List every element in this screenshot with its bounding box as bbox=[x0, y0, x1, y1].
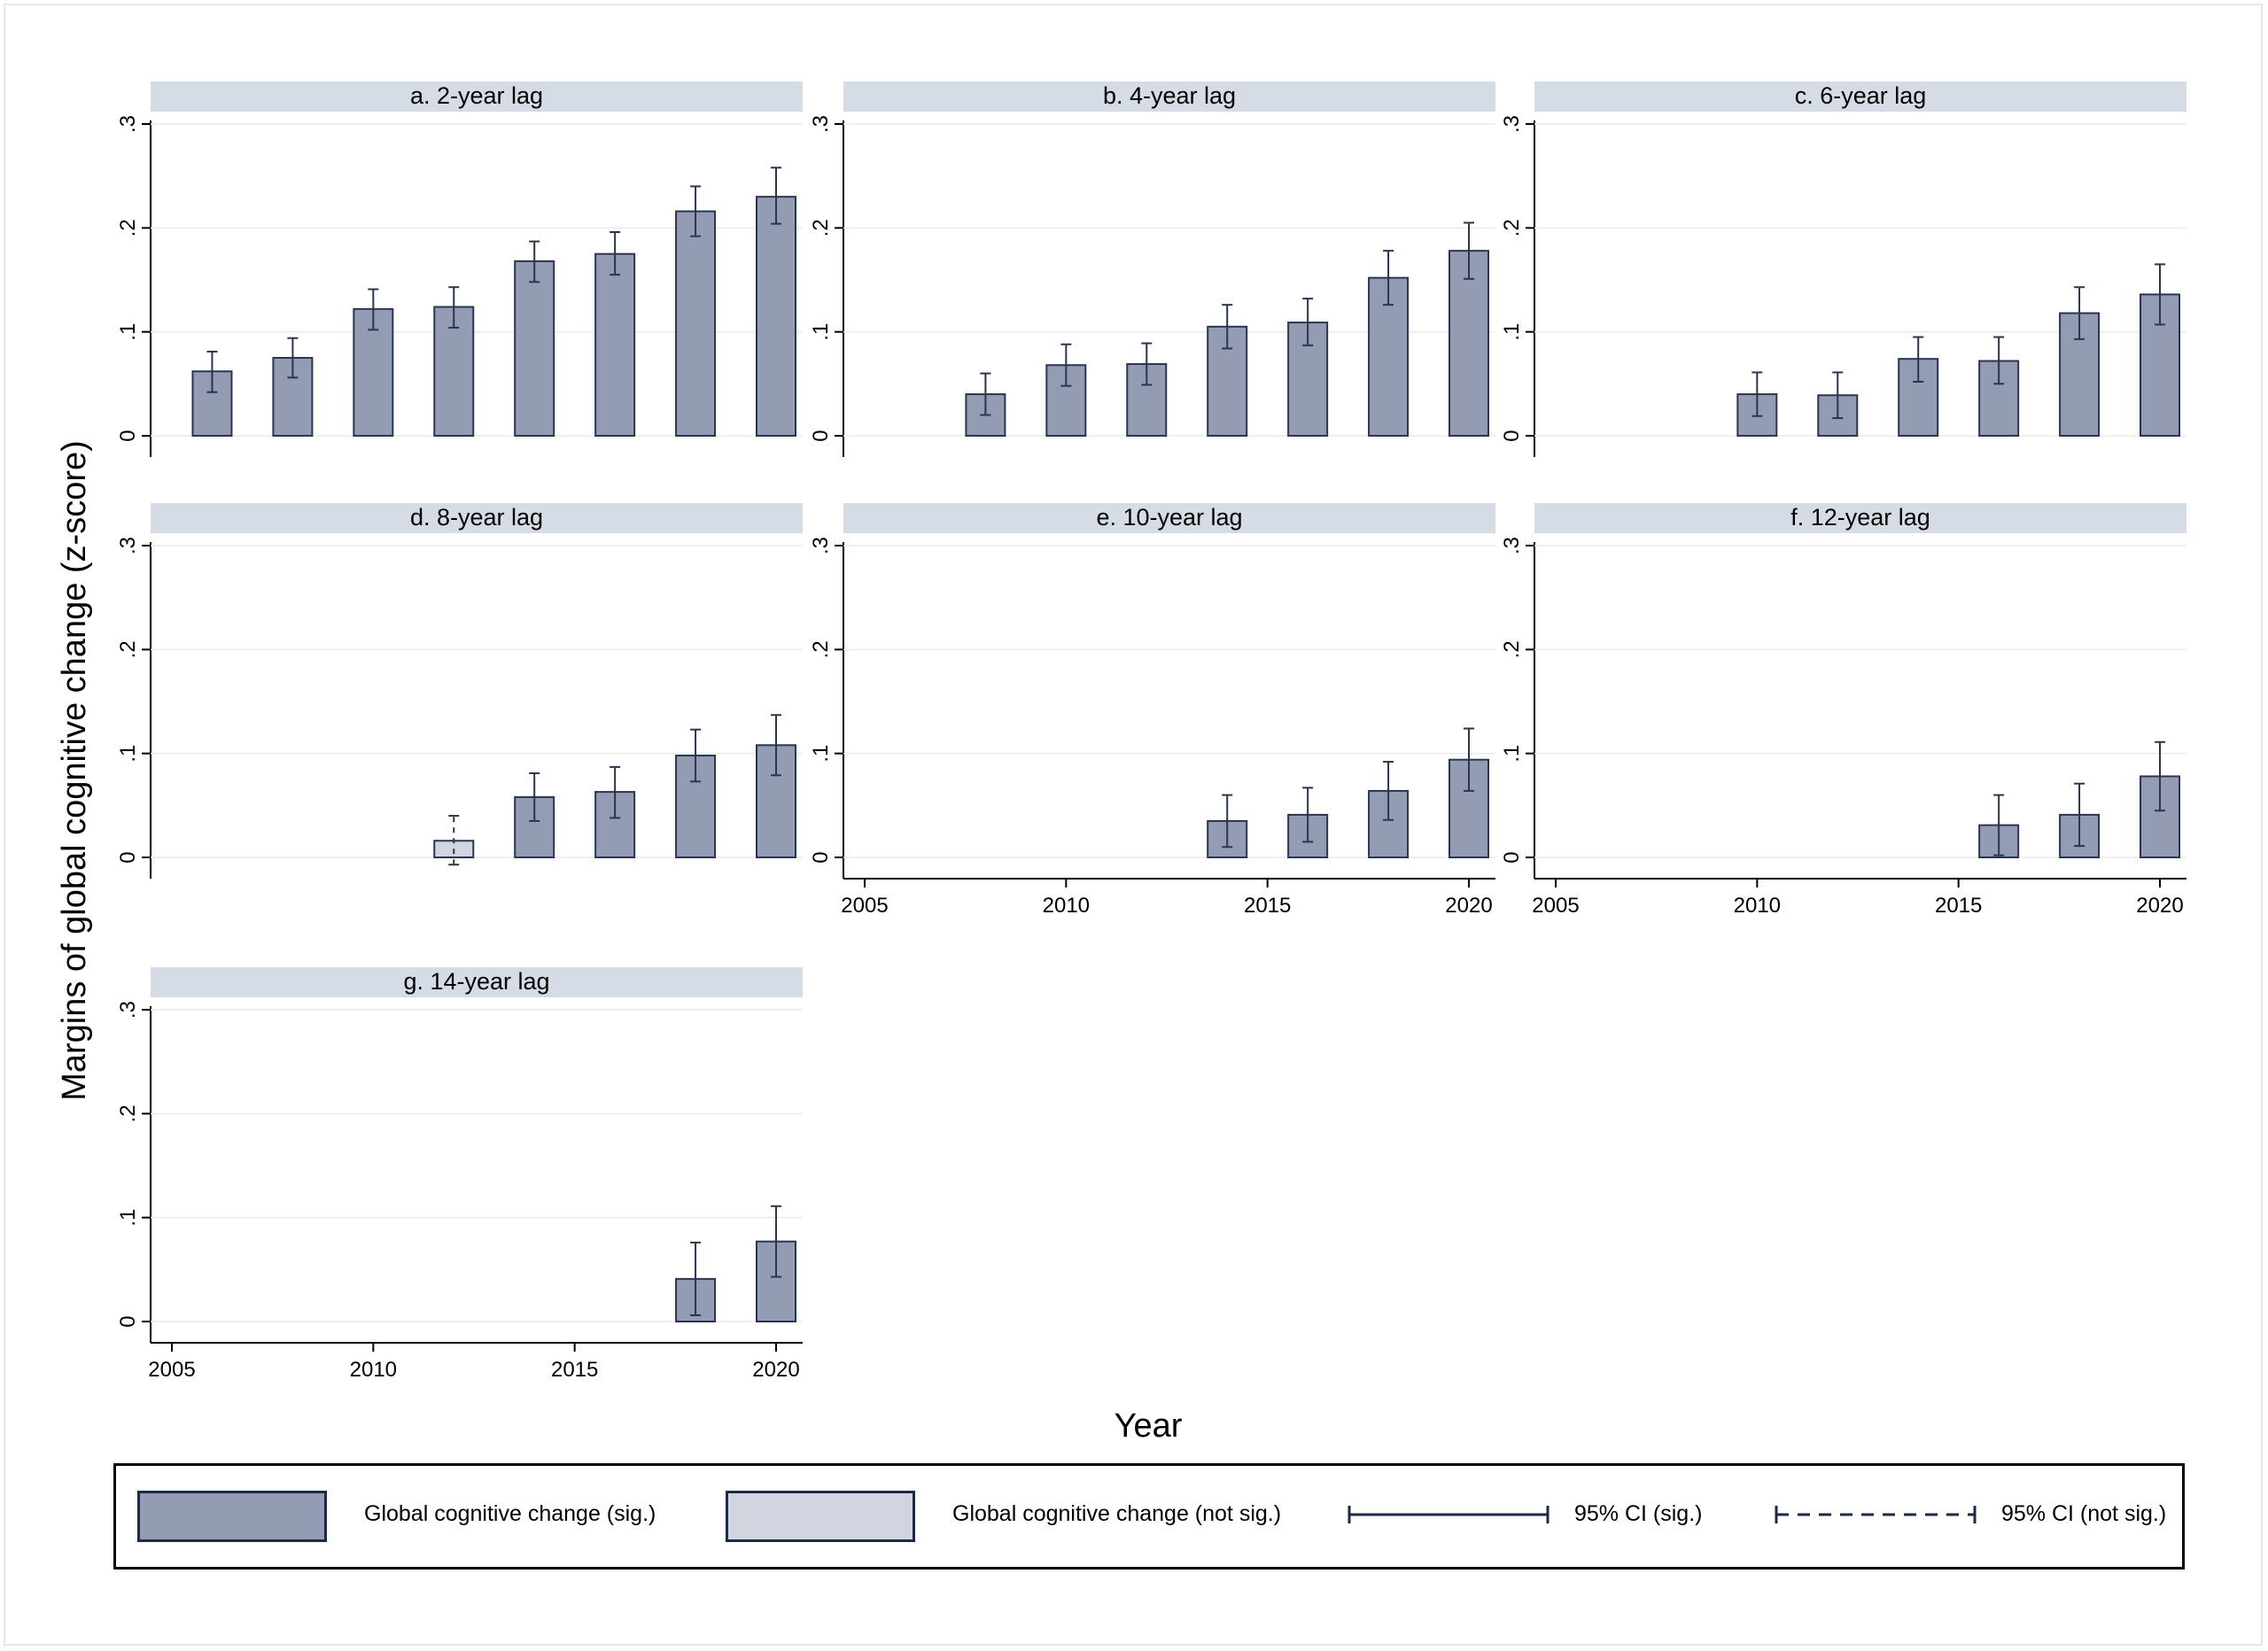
legend-swatch-not-sig bbox=[726, 1491, 915, 1542]
y-tick-label: .3 bbox=[116, 1001, 140, 1019]
y-tick-label: 0 bbox=[809, 430, 833, 441]
y-tick-label: .3 bbox=[116, 537, 140, 554]
y-tick-label: .3 bbox=[809, 537, 833, 554]
y-tick-label: .2 bbox=[809, 219, 833, 236]
figure-frame bbox=[4, 4, 2263, 1646]
x-axis-title: Year bbox=[1115, 1407, 1183, 1445]
y-tick-label: .3 bbox=[116, 115, 140, 133]
y-tick-label: 0 bbox=[116, 851, 140, 863]
x-tick-label: 2015 bbox=[1244, 894, 1291, 918]
y-tick-label: .1 bbox=[1500, 745, 1524, 763]
x-tick-label: 2015 bbox=[1935, 894, 1982, 918]
panel-strip bbox=[1534, 503, 2186, 533]
legend-ci-not-sig-line bbox=[1775, 1506, 1977, 1523]
bar bbox=[675, 210, 717, 437]
panel-7: g. 14-year lag 0 .1 .2 .3 2005 2010 2015 2020 bbox=[116, 967, 803, 1382]
panel-strip bbox=[843, 503, 1495, 533]
panel-strip bbox=[1534, 81, 2186, 112]
panel-6: f. 12-year lag 0 .1 .2 .3 2005 2010 2015 2020 bbox=[1500, 503, 2186, 918]
panel-5: e. 10-year lag 0 .1 .2 .3 2005 2010 2015 2020 bbox=[809, 503, 1495, 918]
panel-2: b. 4-year lag 0 .1 .2 .3 bbox=[809, 81, 1495, 457]
y-tick-label: 0 bbox=[809, 851, 833, 863]
panel-strip bbox=[151, 81, 803, 112]
x-tick-label: 2005 bbox=[1532, 894, 1579, 918]
x-tick-label: 2020 bbox=[752, 1358, 799, 1382]
y-tick-label: .2 bbox=[1500, 640, 1524, 658]
x-tick-label: 2010 bbox=[350, 1358, 397, 1382]
y-tick-label: .3 bbox=[1500, 537, 1524, 554]
y-tick-label: .2 bbox=[809, 640, 833, 658]
panel-strip bbox=[843, 81, 1495, 112]
panel-title: c. 6-year lag bbox=[1795, 82, 1927, 109]
x-tick-label: 2010 bbox=[1734, 894, 1781, 918]
panel-title: d. 8-year lag bbox=[410, 504, 543, 531]
y-tick-label: .1 bbox=[116, 323, 140, 341]
x-tick-label: 2020 bbox=[1445, 894, 1492, 918]
x-tick-label: 2020 bbox=[2136, 894, 2183, 918]
legend-swatch-sig bbox=[137, 1491, 327, 1542]
x-tick-label: 2015 bbox=[551, 1358, 598, 1382]
y-tick-label: 0 bbox=[1500, 851, 1524, 863]
y-tick-label: 0 bbox=[1500, 430, 1524, 441]
y-tick-label: .1 bbox=[809, 745, 833, 763]
y-tick-label: .2 bbox=[116, 219, 140, 236]
x-tick-label: 2005 bbox=[148, 1358, 195, 1382]
legend-label-not-sig: Global cognitive change (not sig.) bbox=[952, 1501, 1282, 1526]
y-tick-label: 0 bbox=[116, 1315, 140, 1327]
legend: Global cognitive change (sig.) Global co… bbox=[113, 1463, 2185, 1570]
y-tick-label: .1 bbox=[1500, 323, 1524, 341]
y-tick-label: .3 bbox=[1500, 115, 1524, 133]
y-tick-label: .2 bbox=[116, 1105, 140, 1122]
panel-strip bbox=[151, 967, 803, 997]
panel-1: a. 2-year lag 0 .1 .2 .3 bbox=[116, 81, 803, 457]
y-tick-label: .2 bbox=[1500, 219, 1524, 236]
panel-strip bbox=[151, 503, 803, 533]
y-axis-title: Margins of global cognitive change (z-sc… bbox=[56, 440, 93, 1101]
bar bbox=[594, 252, 636, 437]
panel-title: e. 10-year lag bbox=[1096, 504, 1242, 531]
panel-4: d. 8-year lag 0 .1 .2 .3 bbox=[116, 503, 803, 879]
y-tick-label: .1 bbox=[116, 1209, 140, 1227]
x-tick-label: 2005 bbox=[841, 894, 888, 918]
y-tick-label: .2 bbox=[116, 640, 140, 658]
legend-ci-sig-line bbox=[1348, 1506, 1550, 1523]
y-tick-label: .1 bbox=[116, 745, 140, 763]
panel-title: a. 2-year lag bbox=[410, 82, 543, 109]
y-tick-label: .3 bbox=[809, 115, 833, 133]
legend-label-sig: Global cognitive change (sig.) bbox=[364, 1501, 656, 1526]
panel-title: g. 14-year lag bbox=[403, 968, 549, 995]
x-tick-label: 2010 bbox=[1043, 894, 1090, 918]
legend-label-ci-sig: 95% CI (sig.) bbox=[1574, 1501, 1703, 1526]
legend-label-ci-not-sig: 95% CI (not sig.) bbox=[2001, 1501, 2167, 1526]
bar bbox=[514, 260, 555, 437]
panel-3: c. 6-year lag 0 .1 .2 .3 bbox=[1500, 81, 2186, 457]
y-tick-label: 0 bbox=[116, 430, 140, 441]
panel-title: b. 4-year lag bbox=[1103, 82, 1236, 109]
panel-title: f. 12-year lag bbox=[1790, 504, 1930, 531]
y-tick-label: .1 bbox=[809, 323, 833, 341]
bar bbox=[756, 196, 796, 437]
